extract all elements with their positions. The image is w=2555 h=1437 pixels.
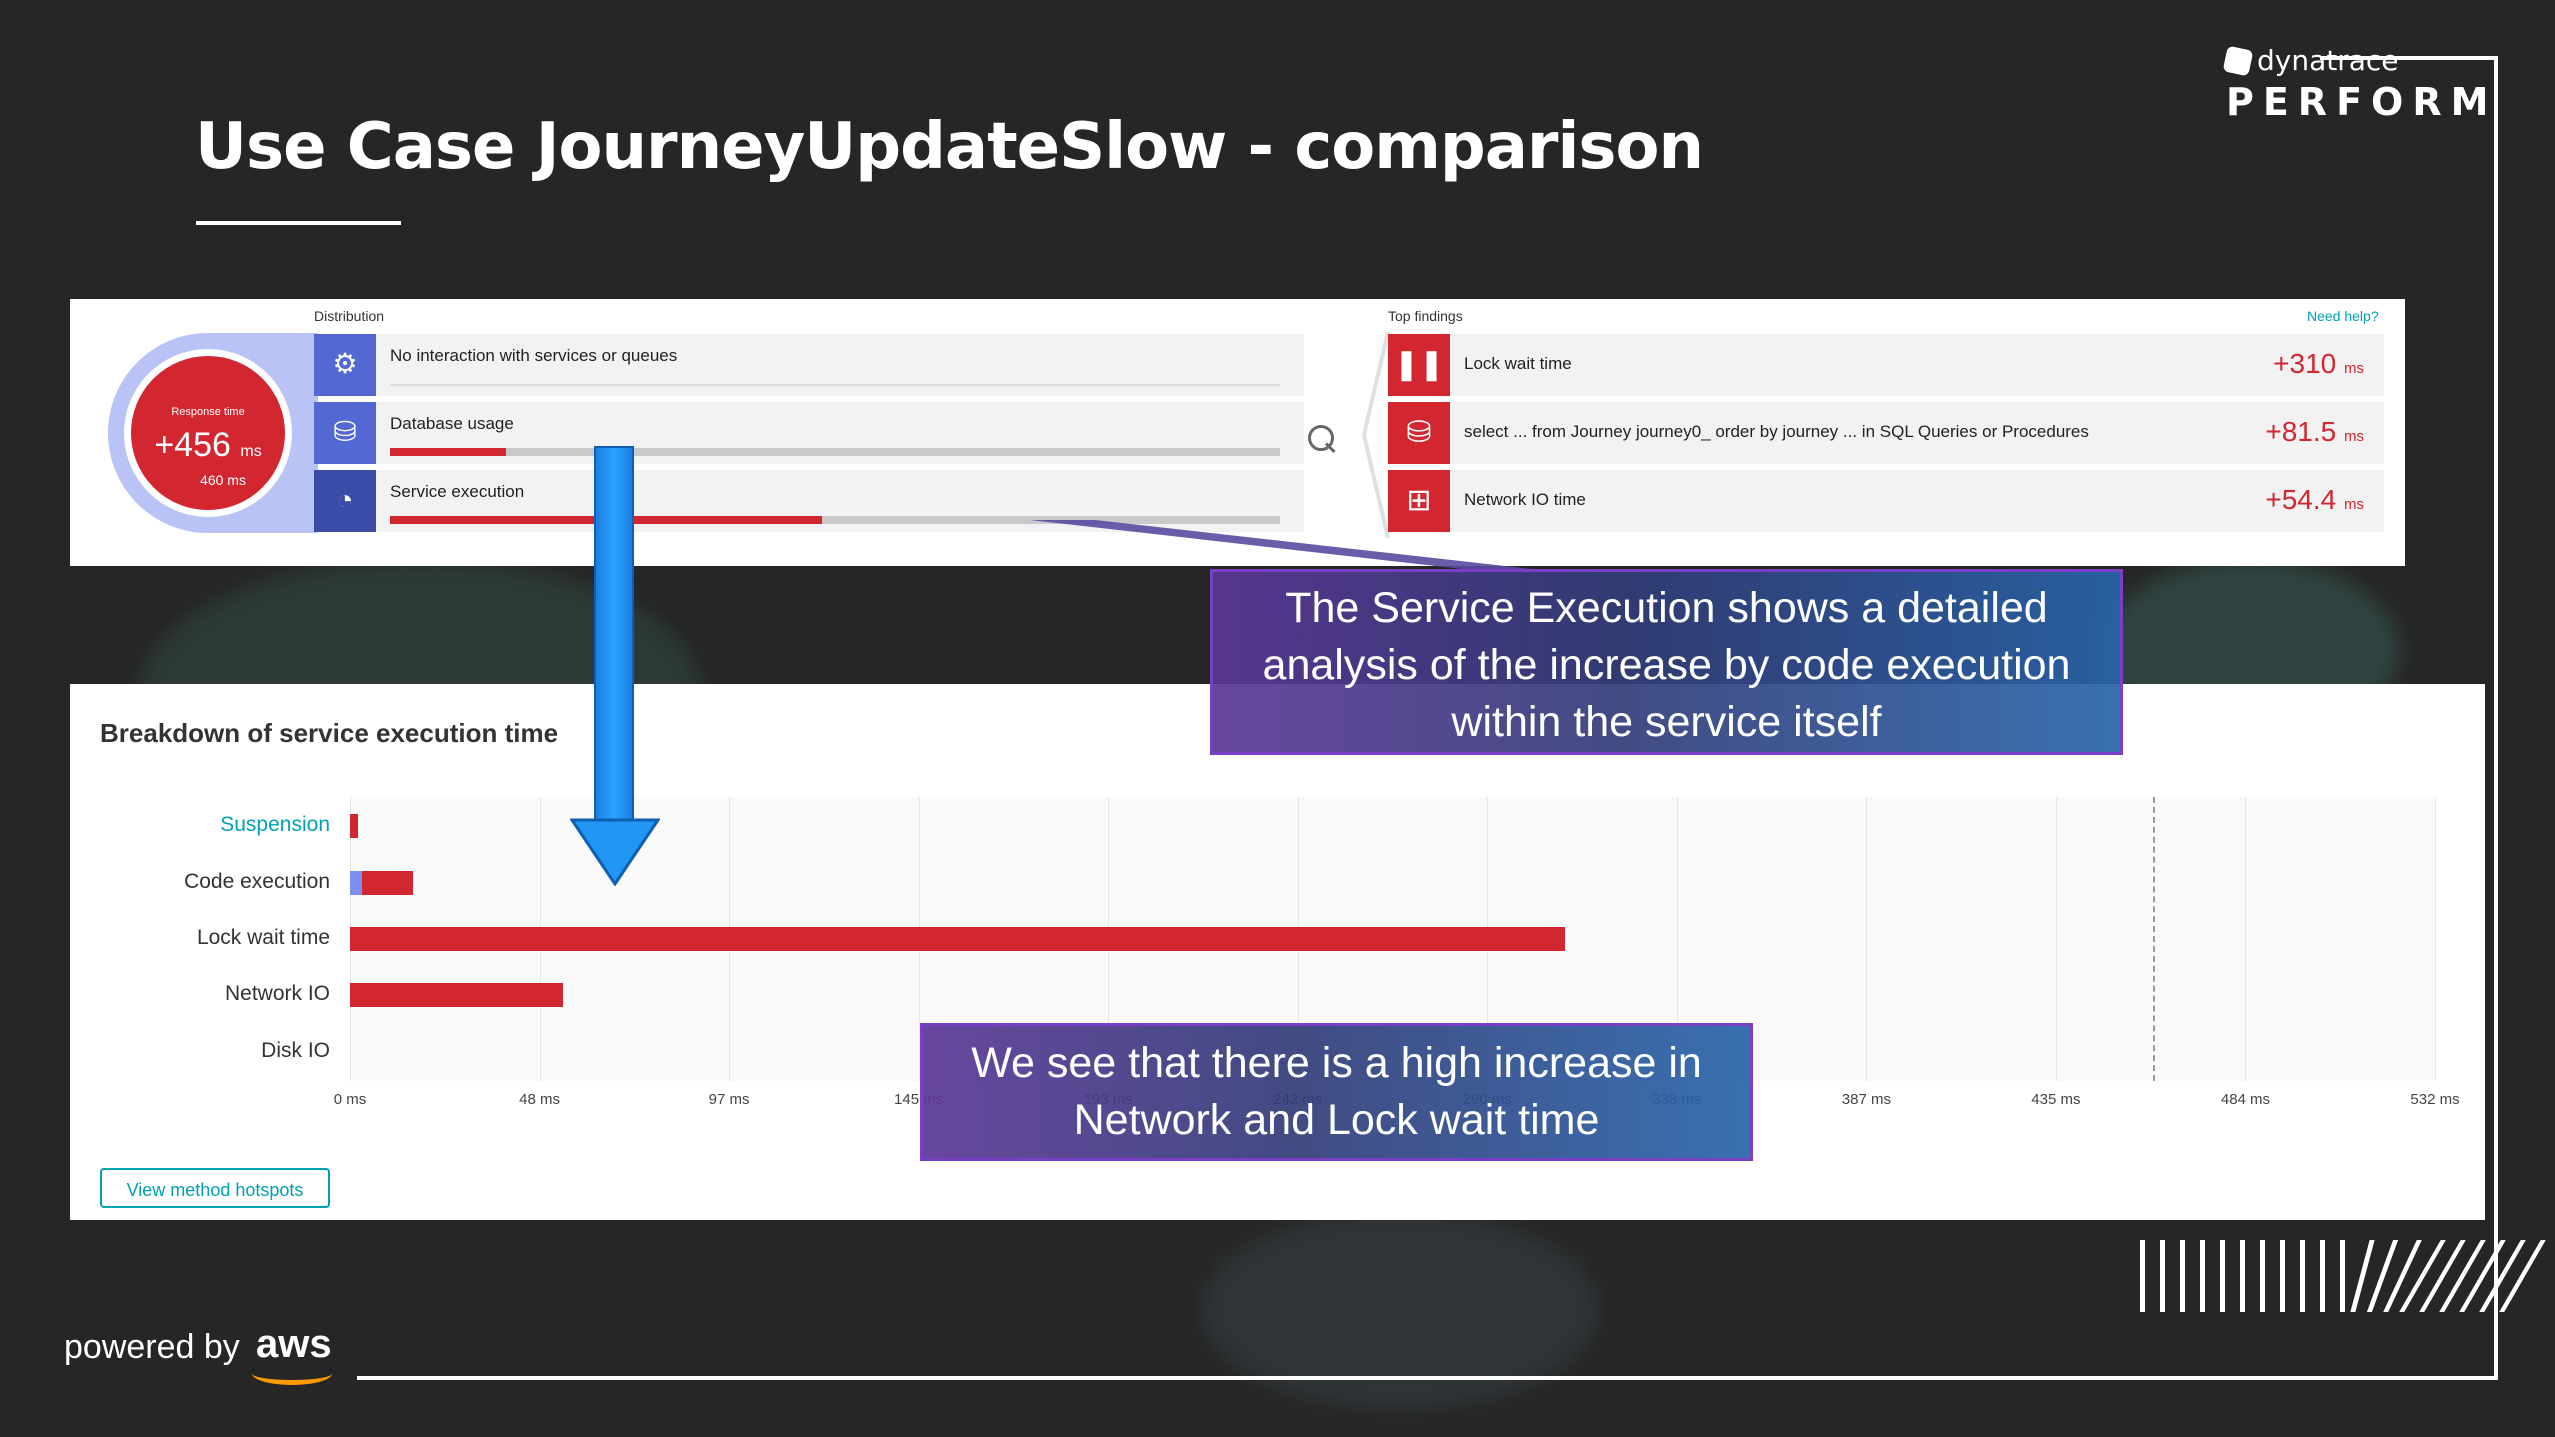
title-underline xyxy=(196,221,401,225)
down-arrow-head xyxy=(570,818,660,886)
grid-line xyxy=(1676,797,1678,1081)
down-arrow xyxy=(594,446,634,824)
database-icon: ⛁ xyxy=(314,402,376,464)
x-tick-label: 532 ms xyxy=(2410,1091,2460,1108)
bar-code-execution[interactable] xyxy=(361,871,413,895)
distribution-bar xyxy=(390,516,1280,524)
gear-icon: ⚙ xyxy=(314,334,376,396)
bar-suspension[interactable] xyxy=(350,814,358,838)
baseline-reference-line xyxy=(2152,797,2155,1081)
need-help-link[interactable]: Need help? xyxy=(2307,308,2379,324)
frame-border xyxy=(357,1376,2498,1380)
finding-sql-query[interactable]: ⛁ select ... from Journey journey0_ orde… xyxy=(1388,402,2384,464)
callout-line: We see that there is a high increase in xyxy=(971,1039,1702,1087)
category-label-lock-wait-time: Lock wait time xyxy=(196,926,330,949)
brand-name: dynatrace xyxy=(2257,44,2399,77)
x-tick-label: 48 ms xyxy=(519,1091,560,1108)
frame-border xyxy=(2494,56,2498,1380)
category-label-code-execution: Code execution xyxy=(184,870,330,893)
frame-border xyxy=(2320,56,2498,60)
bar-lock-wait-time[interactable] xyxy=(350,927,1565,951)
distribution-label: Service execution xyxy=(390,482,525,501)
finding-lock-wait-time[interactable]: ❚❚ Lock wait time +310 ms xyxy=(1388,334,2384,396)
finding-value: +310 ms xyxy=(2273,348,2364,379)
distribution-label: No interaction with services or queues xyxy=(390,346,678,365)
network-icon: ⊞ xyxy=(1388,470,1450,532)
finding-label: Network IO time xyxy=(1464,490,1586,509)
grid-line xyxy=(2055,797,2057,1081)
finding-value: +54.4 ms xyxy=(2265,484,2364,515)
aws-smile-icon xyxy=(252,1362,332,1385)
response-time-gauge: Response time +456 ms 460 ms xyxy=(108,333,318,533)
callout-line: Network and Lock wait time xyxy=(1073,1096,1600,1144)
callout-line: The Service Execution shows a detailed xyxy=(1285,584,2048,632)
service-icon: ◔ xyxy=(314,470,376,532)
finding-value: +81.5 ms xyxy=(2265,416,2364,447)
response-time-label: Response time xyxy=(171,406,245,418)
distribution-bar-fill xyxy=(390,448,506,456)
grid-line xyxy=(1866,797,1868,1081)
distribution-bar xyxy=(390,384,1280,386)
grid-line xyxy=(2435,797,2436,1081)
perform-wordmark: PERFORM xyxy=(2226,80,2498,124)
decorative-stripes xyxy=(2140,1240,2555,1312)
callout-line: within the service itself xyxy=(1451,698,1882,746)
dynatrace-logo: dynatrace xyxy=(2222,44,2399,77)
grid-line xyxy=(2245,797,2247,1081)
breakdown-title: Breakdown of service execution time xyxy=(100,718,559,748)
distribution-bar xyxy=(390,448,1280,456)
findings-bracket xyxy=(1361,331,1390,539)
finding-network-io[interactable]: ⊞ Network IO time +54.4 ms xyxy=(1388,470,2384,532)
x-tick-label: 97 ms xyxy=(708,1091,750,1108)
distribution-label: Database usage xyxy=(390,414,514,433)
background-blob xyxy=(1200,1210,1600,1410)
distribution-row-database[interactable]: ⛁ Database usage xyxy=(314,402,1304,464)
x-tick-label: 435 ms xyxy=(2031,1091,2081,1108)
service-execution-callout: The Service Execution shows a detailed a… xyxy=(1210,569,2123,755)
category-label-network-io: Network IO xyxy=(224,982,330,1005)
aws-logo: aws xyxy=(256,1322,332,1366)
bar-code-execution[interactable] xyxy=(350,871,362,895)
category-label-suspension[interactable]: Suspension xyxy=(220,813,330,836)
powered-by-label: powered by xyxy=(64,1328,240,1366)
x-tick-label: 0 ms xyxy=(333,1091,367,1108)
dynatrace-logo-icon xyxy=(2222,45,2254,77)
network-lock-callout: We see that there is a high increase in … xyxy=(920,1023,1753,1161)
callout-line: analysis of the increase by code executi… xyxy=(1262,641,2071,689)
x-tick-label: 484 ms xyxy=(2220,1091,2271,1108)
response-time-value: +456 ms xyxy=(154,426,262,464)
bar-network-io[interactable] xyxy=(350,983,564,1007)
finding-label: select ... from Journey journey0_ order … xyxy=(1464,422,2089,441)
top-findings-label: Top findings xyxy=(1388,308,1463,324)
response-time-baseline: 460 ms xyxy=(200,472,246,488)
category-label-disk-io: Disk IO xyxy=(261,1039,330,1062)
distribution-row-service-execution[interactable]: ◔ Service execution xyxy=(314,470,1304,532)
distribution-row-no-interaction[interactable]: ⚙ No interaction with services or queues xyxy=(314,334,1304,396)
distribution-label: Distribution xyxy=(314,308,385,324)
finding-label: Lock wait time xyxy=(1464,354,1572,373)
database-icon: ⛁ xyxy=(1388,402,1450,464)
view-method-hotspots-button[interactable]: View method hotspots xyxy=(100,1168,330,1208)
x-tick-label: 387 ms xyxy=(1841,1091,1891,1108)
slide-title: Use Case JourneyUpdateSlow - comparison xyxy=(195,110,1704,184)
search-icon[interactable] xyxy=(1308,425,1334,451)
pause-icon: ❚❚ xyxy=(1388,334,1450,396)
